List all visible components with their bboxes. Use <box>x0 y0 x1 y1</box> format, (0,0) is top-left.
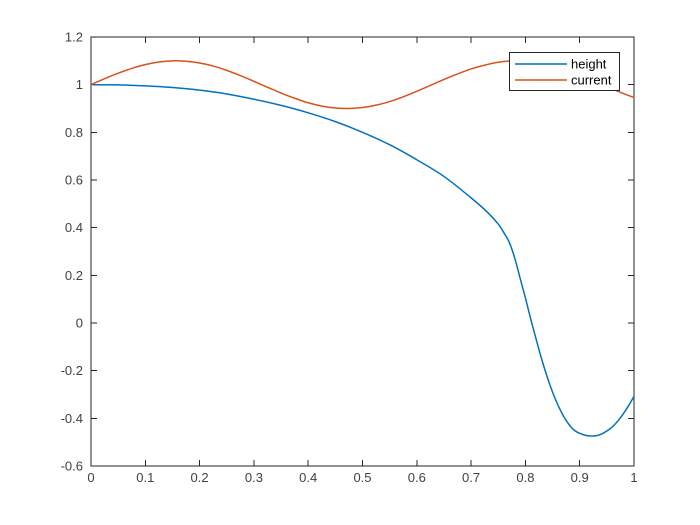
y-tick-label: 1 <box>76 77 83 92</box>
x-tick-label: 0.1 <box>136 470 154 485</box>
x-tick-label: 0.3 <box>245 470 263 485</box>
axis-ticks <box>90 36 635 467</box>
x-tick-label: 0.2 <box>191 470 209 485</box>
x-tick-label: 0.6 <box>408 470 426 485</box>
legend-label-current: current <box>571 73 612 88</box>
x-tick-label: 0.9 <box>571 470 589 485</box>
y-tick-label: 0.8 <box>65 125 83 140</box>
x-tick-label: 0 <box>87 470 94 485</box>
y-tick-label: 1.2 <box>65 30 83 45</box>
x-tick-label: 0.5 <box>353 470 371 485</box>
y-tick-label: 0.2 <box>65 268 83 283</box>
x-tick-label: 1 <box>630 470 637 485</box>
x-tick-label: 0.8 <box>516 470 534 485</box>
series-line-height <box>90 83 635 437</box>
y-tick-label: 0.6 <box>65 173 83 188</box>
legend-label-height: height <box>571 57 607 72</box>
y-tick-label: 0.4 <box>65 220 83 235</box>
legend-box <box>509 52 620 91</box>
y-tick-label: -0.4 <box>61 411 83 426</box>
y-tick-label: 0 <box>76 316 83 331</box>
y-tick-label: -0.6 <box>61 459 83 474</box>
y-tick-label: -0.2 <box>61 363 83 378</box>
plot-area-border <box>90 36 635 467</box>
x-tick-label: 0.4 <box>299 470 317 485</box>
x-tick-label: 0.7 <box>462 470 480 485</box>
